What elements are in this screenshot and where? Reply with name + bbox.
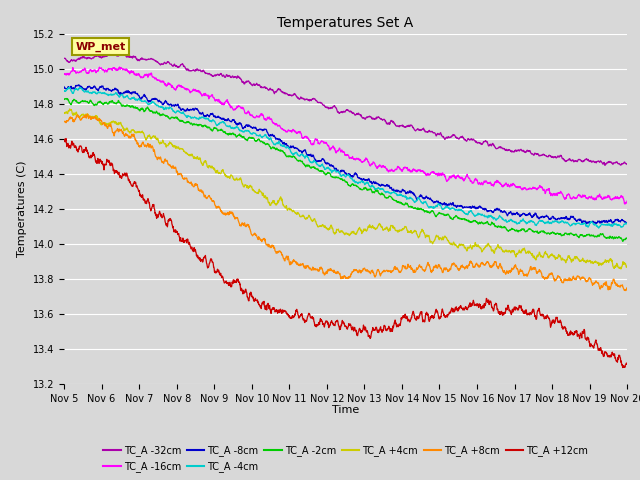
TC_A -4cm (334, 168, 342, 174)
TC_A -16cm (60, 71, 68, 77)
TC_A +12cm (319, 322, 327, 327)
TC_A -8cm (582, 221, 590, 227)
TC_A +8cm (84, 111, 92, 117)
TC_A -2cm (504, 228, 511, 233)
Line: TC_A +8cm: TC_A +8cm (64, 114, 627, 291)
Line: TC_A -8cm: TC_A -8cm (64, 85, 627, 224)
TC_A +4cm (607, 257, 615, 263)
TC_A +4cm (66, 106, 74, 112)
TC_A -32cm (119, 49, 127, 55)
TC_A +8cm (60, 119, 68, 125)
TC_A -4cm (65, 84, 72, 90)
TC_A -32cm (504, 148, 511, 154)
TC_A +12cm (504, 304, 511, 310)
TC_A -2cm (607, 235, 615, 241)
TC_A +4cm (623, 263, 631, 269)
TC_A -32cm (607, 160, 615, 166)
TC_A -32cm (607, 160, 615, 166)
TC_A +4cm (89, 115, 97, 121)
TC_A +8cm (89, 115, 97, 121)
TC_A +8cm (607, 283, 615, 288)
TC_A +12cm (334, 321, 342, 326)
TC_A -2cm (89, 101, 97, 107)
TC_A -32cm (334, 109, 342, 115)
TC_A +8cm (622, 288, 630, 294)
TC_A -2cm (63, 96, 70, 101)
TC_A -4cm (607, 223, 615, 228)
TC_A +4cm (319, 223, 327, 228)
X-axis label: Time: Time (332, 405, 359, 415)
TC_A -16cm (116, 64, 124, 70)
Line: TC_A -2cm: TC_A -2cm (64, 98, 627, 241)
Title: Temperatures Set A: Temperatures Set A (278, 16, 413, 30)
TC_A -2cm (619, 239, 627, 244)
Y-axis label: Temperatures (C): Temperatures (C) (17, 160, 27, 257)
TC_A -32cm (623, 162, 631, 168)
TC_A +8cm (504, 269, 511, 275)
TC_A -8cm (60, 84, 68, 90)
TC_A -8cm (623, 219, 631, 225)
TC_A -32cm (319, 102, 327, 108)
TC_A -8cm (334, 167, 342, 173)
TC_A +12cm (607, 354, 614, 360)
TC_A +4cm (617, 266, 625, 272)
TC_A -32cm (60, 56, 68, 61)
TC_A -32cm (89, 55, 97, 60)
TC_A -16cm (334, 148, 342, 154)
TC_A +8cm (607, 284, 614, 289)
Line: TC_A -32cm: TC_A -32cm (64, 52, 627, 166)
Line: TC_A +4cm: TC_A +4cm (64, 109, 627, 269)
TC_A -4cm (504, 219, 511, 225)
TC_A -8cm (89, 85, 97, 91)
TC_A -8cm (607, 219, 615, 225)
Line: TC_A +12cm: TC_A +12cm (64, 139, 627, 368)
TC_A -4cm (89, 89, 97, 95)
TC_A -8cm (75, 82, 83, 88)
TC_A -2cm (60, 96, 68, 102)
TC_A -16cm (319, 139, 327, 144)
TC_A +4cm (504, 249, 511, 254)
TC_A -2cm (334, 174, 342, 180)
TC_A -8cm (504, 212, 511, 218)
Line: TC_A -4cm: TC_A -4cm (64, 87, 627, 228)
TC_A +4cm (334, 227, 342, 233)
TC_A +8cm (623, 285, 631, 291)
TC_A -16cm (607, 196, 615, 202)
TC_A -16cm (623, 198, 631, 204)
TC_A +12cm (623, 361, 631, 367)
TC_A +12cm (607, 352, 615, 358)
TC_A +8cm (319, 271, 327, 276)
TC_A -8cm (319, 156, 327, 162)
Legend: TC_A -32cm, TC_A -16cm, TC_A -8cm, TC_A -4cm, TC_A -2cm, TC_A +4cm, TC_A +8cm, T: TC_A -32cm, TC_A -16cm, TC_A -8cm, TC_A … (99, 442, 592, 476)
TC_A +12cm (619, 365, 627, 371)
TC_A +4cm (60, 110, 68, 116)
Line: TC_A -16cm: TC_A -16cm (64, 67, 627, 204)
TC_A +12cm (62, 136, 70, 142)
TC_A -2cm (319, 168, 327, 174)
TC_A -4cm (607, 221, 615, 227)
TC_A -32cm (601, 163, 609, 168)
TC_A -8cm (607, 217, 615, 223)
Text: WP_met: WP_met (76, 41, 125, 52)
TC_A -2cm (623, 236, 631, 241)
TC_A -2cm (607, 235, 614, 240)
TC_A +12cm (60, 136, 68, 142)
TC_A -4cm (60, 88, 68, 94)
TC_A -16cm (621, 201, 628, 207)
TC_A +8cm (334, 269, 342, 275)
TC_A -16cm (504, 182, 511, 188)
TC_A -4cm (595, 225, 603, 231)
TC_A -4cm (319, 164, 327, 169)
TC_A +4cm (607, 256, 614, 262)
TC_A +12cm (89, 151, 97, 156)
TC_A -16cm (89, 68, 97, 74)
TC_A -16cm (607, 196, 614, 202)
TC_A -4cm (623, 221, 631, 227)
